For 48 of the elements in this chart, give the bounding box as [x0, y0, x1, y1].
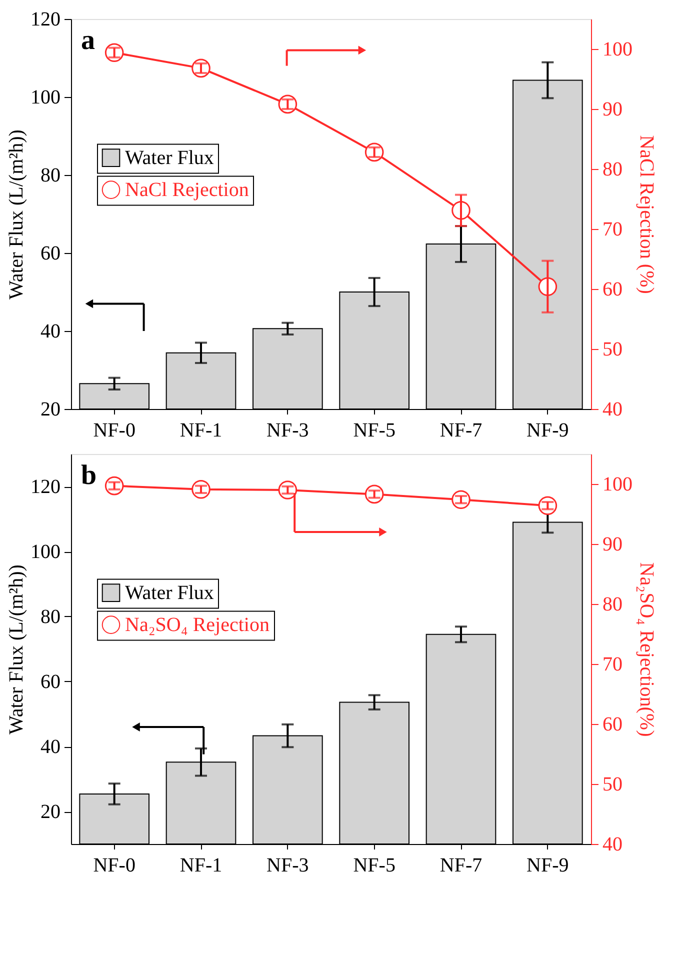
y-tick-label: 20 — [40, 801, 60, 823]
y2-tick-label: 90 — [602, 534, 622, 556]
x-tick-label: NF-1 — [180, 420, 222, 442]
x-tick-label: NF-7 — [440, 420, 482, 442]
y2-axis-title: Na₂SO₄ Rejection(%) — [636, 562, 658, 737]
annotation: a — [81, 25, 95, 56]
y-tick-label: 20 — [40, 398, 60, 420]
y2-tick-label: 90 — [602, 98, 622, 120]
y-axis-title: Water Flux (L/(m²h)) — [6, 130, 28, 300]
legend-label: Na₂SO₄ Rejection — [125, 614, 270, 636]
x-tick-label: NF-3 — [266, 420, 309, 442]
y-tick-label: 80 — [40, 164, 60, 186]
y2-tick-label: 70 — [602, 218, 622, 240]
x-tick-label: NF-5 — [353, 854, 396, 876]
y-tick-label: 100 — [30, 86, 60, 108]
y-tick-label: 60 — [40, 242, 60, 264]
y-tick-label: 120 — [30, 476, 60, 498]
x-tick-label: NF-1 — [180, 854, 222, 876]
y2-tick-label: 50 — [602, 338, 622, 360]
x-tick-label: NF-3 — [266, 854, 309, 876]
y-tick-label: 40 — [40, 736, 60, 758]
y-tick-label: 40 — [40, 320, 60, 342]
y2-tick-label: 60 — [602, 714, 622, 736]
y-tick-label: 120 — [30, 8, 60, 30]
y2-tick-label: 70 — [602, 654, 622, 676]
legend-label: Water Flux — [125, 146, 214, 169]
x-tick-label: NF-9 — [526, 854, 569, 876]
x-tick-label: NF-0 — [93, 854, 136, 876]
x-tick-label: NF-0 — [93, 420, 136, 442]
y-tick-label: 100 — [30, 541, 60, 563]
y2-tick-label: 40 — [602, 834, 622, 856]
y-axis-title: Water Flux (L/(m²h)) — [6, 564, 28, 734]
legend-label: Water Flux — [125, 582, 214, 604]
x-tick-label: NF-5 — [353, 420, 396, 442]
y-tick-label: 80 — [40, 606, 60, 628]
annotation: b — [81, 460, 97, 491]
y2-tick-label: 80 — [602, 158, 622, 180]
y2-axis-title: NaCl Rejection (%) — [636, 135, 658, 294]
y2-tick-label: 40 — [602, 398, 622, 420]
y-tick-label: 60 — [40, 671, 60, 693]
y2-tick-label: 50 — [602, 774, 622, 796]
y2-tick-label: 100 — [602, 474, 632, 496]
y2-tick-label: 100 — [602, 38, 632, 60]
legend-label: NaCl Rejection — [125, 178, 249, 201]
y2-tick-label: 60 — [602, 278, 622, 300]
y2-tick-label: 80 — [602, 594, 622, 616]
x-tick-label: NF-7 — [440, 854, 482, 876]
x-tick-label: NF-9 — [526, 420, 569, 442]
